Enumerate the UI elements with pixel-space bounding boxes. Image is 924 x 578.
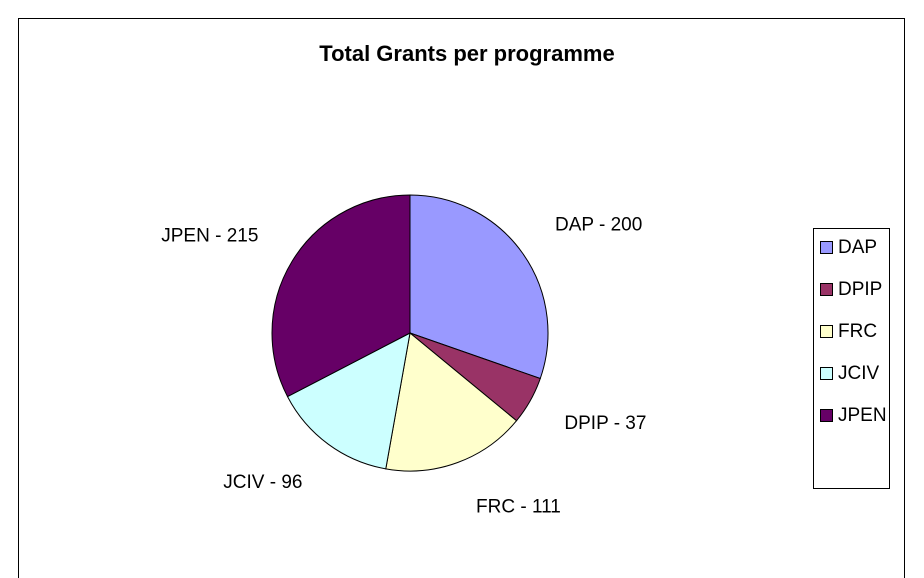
legend-label: DPIP [838,279,882,300]
legend-box [813,228,890,489]
pie-slice [286,332,411,470]
legend-swatch [820,325,833,338]
data-label: FRC - 111 [476,497,561,518]
data-label: JCIV - 96 [223,472,302,493]
data-label: DAP - 200 [555,214,642,235]
pie-slice [385,332,518,472]
pie-slice [409,194,549,380]
data-label: JPEN - 215 [161,225,258,246]
legend-swatch [820,283,833,296]
legend-label: FRC [838,321,877,342]
chart-title: Total Grants per programme [319,41,614,66]
data-label: DPIP - 37 [564,413,646,434]
legend-swatch [820,241,833,254]
legend-swatch [820,367,833,380]
legend-label: JCIV [838,363,880,384]
legend-swatch [820,409,833,422]
pie-slice [271,194,411,398]
legend-label: DAP [838,237,877,258]
legend-label: JPEN [838,405,887,426]
